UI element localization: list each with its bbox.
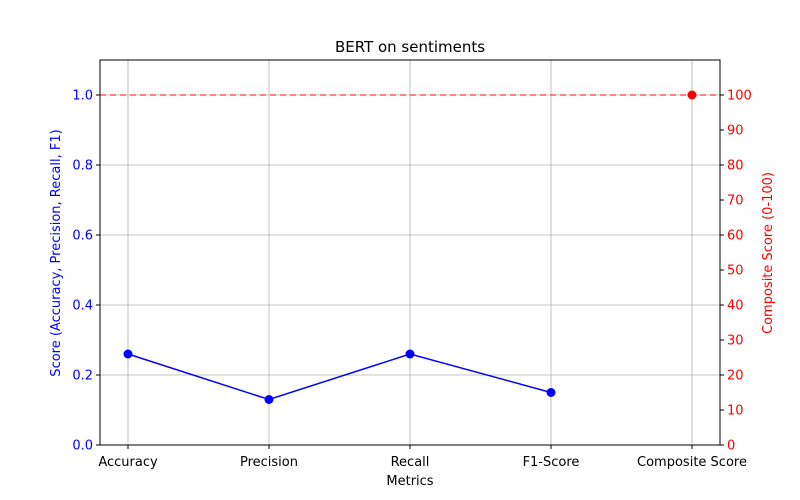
x-tick-label: Precision bbox=[240, 455, 298, 470]
y-left-tick-label: 1.0 bbox=[72, 89, 93, 104]
y-right-tick-label: 90 bbox=[727, 124, 744, 139]
y-right-tick-label: 40 bbox=[727, 299, 744, 314]
y-left-tick-label: 0.4 bbox=[72, 299, 93, 314]
axes: Accuracy Precision Recall F1-Score Composite… bbox=[72, 89, 752, 471]
y-right-tick-label: 80 bbox=[727, 159, 744, 174]
y-right-tick-label: 10 bbox=[727, 404, 744, 419]
y-axis-left-label: Score (Accuracy, Precision, Recall, F1) bbox=[49, 129, 64, 376]
series-line-0 bbox=[127, 353, 552, 401]
y-left-tick-label: 0.6 bbox=[72, 229, 93, 244]
y-right-tick-label: 20 bbox=[727, 369, 744, 384]
y-left-tick-label: 0.8 bbox=[72, 159, 93, 174]
x-tick-label: Composite Score bbox=[637, 455, 747, 470]
series-layer bbox=[123, 90, 697, 404]
x-tick-label: Recall bbox=[391, 455, 430, 470]
chart-title: BERT on sentiments bbox=[335, 38, 485, 56]
data-point bbox=[123, 349, 133, 359]
y-right-tick-label: 70 bbox=[727, 194, 744, 209]
y-right-tick-label: 100 bbox=[727, 89, 752, 104]
y-left-tick-label: 0.0 bbox=[72, 439, 93, 454]
y-right-tick-label: 60 bbox=[727, 229, 744, 244]
y-right-tick-label: 0 bbox=[727, 439, 735, 454]
data-point bbox=[264, 395, 274, 404]
data-point bbox=[687, 90, 697, 100]
x-axis-label: Metrics bbox=[386, 474, 433, 489]
x-tick-label: F1-Score bbox=[523, 455, 580, 470]
data-point bbox=[405, 349, 415, 359]
data-point bbox=[546, 388, 556, 397]
grid bbox=[100, 60, 720, 446]
y-right-tick-label: 30 bbox=[727, 334, 744, 349]
y-right-tick-label: 50 bbox=[727, 264, 744, 279]
y-left-tick-label: 0.2 bbox=[72, 369, 93, 384]
x-tick-label: Accuracy bbox=[98, 455, 158, 470]
y-axis-right-label: Composite Score (0-100) bbox=[761, 172, 776, 334]
